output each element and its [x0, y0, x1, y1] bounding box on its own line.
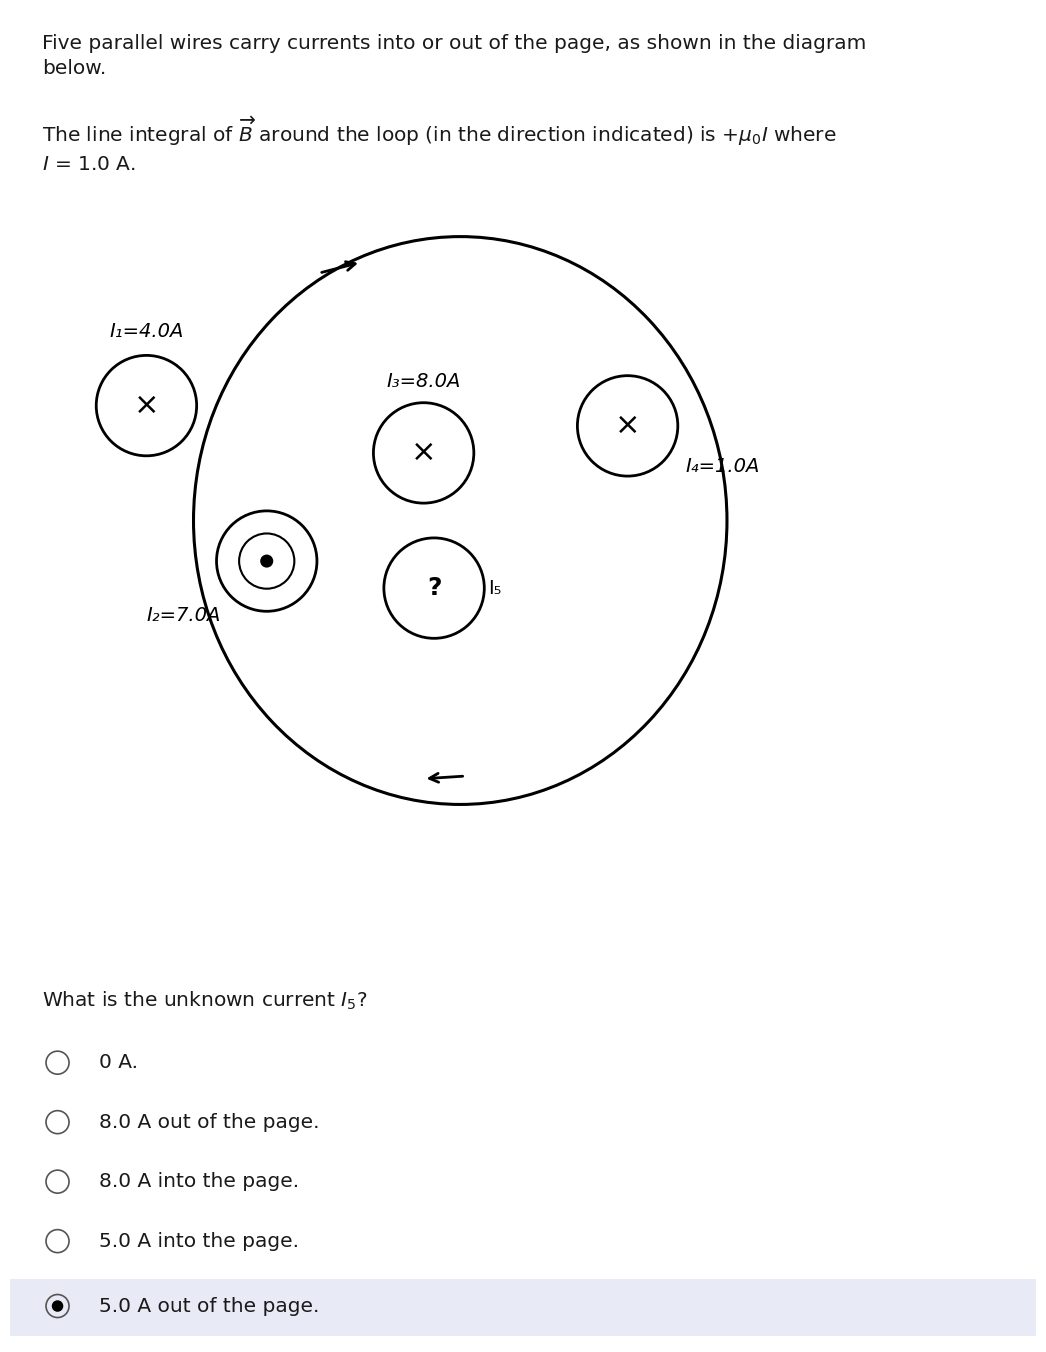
Text: I₃=8.0A: I₃=8.0A [386, 372, 461, 391]
Ellipse shape [96, 356, 197, 456]
Text: I₂=7.0A: I₂=7.0A [146, 606, 221, 625]
Text: 5.0 A into the page.: 5.0 A into the page. [99, 1232, 299, 1251]
Text: ×: × [411, 438, 436, 468]
Text: 5.0 A out of the page.: 5.0 A out of the page. [99, 1297, 320, 1315]
Ellipse shape [52, 1301, 63, 1311]
Ellipse shape [373, 403, 474, 503]
Text: What is the unknown current $I_5$?: What is the unknown current $I_5$? [42, 990, 367, 1011]
FancyBboxPatch shape [10, 1279, 1036, 1336]
Ellipse shape [384, 538, 484, 638]
Text: ×: × [615, 411, 640, 441]
Text: 8.0 A out of the page.: 8.0 A out of the page. [99, 1113, 320, 1132]
Text: Five parallel wires carry currents into or out of the page, as shown in the diag: Five parallel wires carry currents into … [42, 34, 866, 78]
Ellipse shape [577, 376, 678, 476]
Text: I₅: I₅ [488, 579, 502, 598]
Text: $I$ = 1.0 A.: $I$ = 1.0 A. [42, 155, 136, 174]
Text: ?: ? [427, 576, 441, 600]
Text: I₁=4.0A: I₁=4.0A [109, 322, 184, 341]
Ellipse shape [260, 554, 273, 568]
Text: I₄=1.0A: I₄=1.0A [685, 457, 759, 476]
Ellipse shape [217, 511, 317, 611]
Text: 8.0 A into the page.: 8.0 A into the page. [99, 1172, 299, 1191]
Text: The line integral of $\overrightarrow{B}$ around the loop (in the direction indi: The line integral of $\overrightarrow{B}… [42, 115, 837, 149]
Text: 0 A.: 0 A. [99, 1053, 138, 1072]
Text: ×: × [134, 391, 159, 420]
